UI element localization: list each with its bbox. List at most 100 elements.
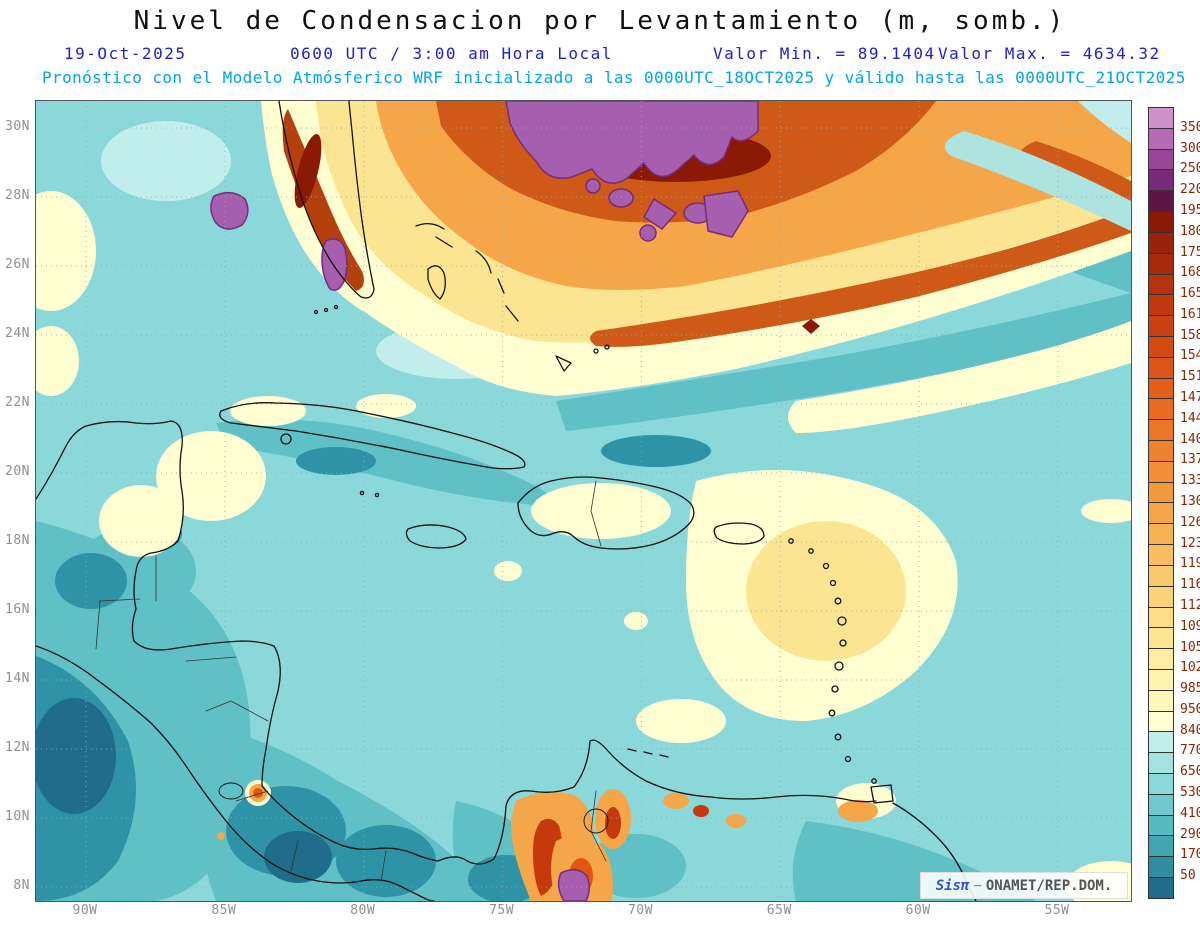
colorbar-tick-label: 1160 bbox=[1180, 577, 1200, 593]
colorbar-segment bbox=[1149, 252, 1173, 274]
colorbar-tick-label: 1615 bbox=[1180, 306, 1200, 322]
watermark-badge: Sisπ − ONAMET/REP.DOM. bbox=[920, 872, 1128, 899]
colorbar-segment bbox=[1149, 398, 1173, 420]
model-init-line: Pronóstico con el Modelo Atmósferico WRF… bbox=[42, 68, 1186, 87]
lat-tick-label: 12N bbox=[5, 740, 30, 755]
colorbar-tick-label: 1055 bbox=[1180, 639, 1200, 655]
colorbar-tick-label: 1750 bbox=[1180, 244, 1200, 260]
lat-tick-label: 10N bbox=[5, 809, 30, 824]
field-swirl-streaks bbox=[944, 101, 1131, 231]
colorbar-segment bbox=[1149, 440, 1173, 461]
watermark-brand: Sisπ bbox=[935, 877, 970, 894]
colorbar-segment bbox=[1149, 460, 1173, 482]
colorbar-tick-label: 50 bbox=[1180, 868, 1196, 884]
colorbar-tick-label: 1230 bbox=[1180, 535, 1200, 551]
colorbar-tick-label: 1405 bbox=[1180, 431, 1200, 447]
lat-tick-label: 20N bbox=[5, 464, 30, 479]
colorbar-tick-label: 1950 bbox=[1180, 202, 1200, 218]
colorbar-tick-label: 3500 bbox=[1180, 119, 1200, 135]
colorbar-tick-label: 1580 bbox=[1180, 327, 1200, 343]
lon-tick-label: 85W bbox=[211, 903, 237, 918]
colorbar-tick-label: 1300 bbox=[1180, 494, 1200, 509]
colorbar-segment bbox=[1149, 835, 1173, 857]
colorbar-tick-label: 1020 bbox=[1180, 660, 1200, 676]
colorbar-segment bbox=[1149, 564, 1173, 586]
colorbar-segment bbox=[1149, 606, 1173, 628]
lat-tick-label: 24N bbox=[5, 326, 30, 341]
colorbar-tick-label: 1195 bbox=[1180, 556, 1200, 572]
colorbar-labels: 3500 3000 2500 2200 1950 1800 1750 1685 1650 1615… bbox=[1180, 107, 1200, 899]
colorbar-tick-label: 290 bbox=[1180, 826, 1200, 842]
colorbar-segment bbox=[1149, 793, 1173, 815]
colorbar-tick-label: 650 bbox=[1180, 764, 1200, 780]
colorbar-tick-label: 1440 bbox=[1180, 410, 1200, 426]
colorbar-tick-label: 1650 bbox=[1180, 286, 1200, 302]
colorbar-segment bbox=[1149, 773, 1173, 794]
colorbar-tick-label: 1475 bbox=[1180, 390, 1200, 406]
colorbar-tick-label: 410 bbox=[1180, 805, 1200, 821]
lon-tick-label: 60W bbox=[905, 903, 931, 918]
colorbar-tick-label: 1800 bbox=[1180, 223, 1200, 239]
colorbar-tick-label: 1370 bbox=[1180, 452, 1200, 468]
colorbar-segment bbox=[1149, 856, 1173, 878]
colorbar-segment bbox=[1149, 710, 1173, 732]
page-title: Nivel de Condensacion por Levantamiento … bbox=[133, 6, 1067, 36]
colorbar-segment bbox=[1149, 752, 1173, 773]
lon-tick-label: 75W bbox=[489, 903, 515, 918]
forecast-time: 0600 UTC / 3:00 am Hora Local bbox=[290, 44, 613, 63]
colorbar-tick-label: 770 bbox=[1180, 743, 1200, 759]
colorbar-tick-label: 2200 bbox=[1180, 182, 1200, 198]
colorbar-segment bbox=[1149, 502, 1173, 524]
lat-tick-label: 16N bbox=[5, 602, 30, 617]
colorbar-segment bbox=[1149, 273, 1173, 295]
colorbar-segment bbox=[1149, 335, 1173, 357]
colorbar-tick-label: 1090 bbox=[1180, 618, 1200, 634]
colorbar-segment bbox=[1149, 544, 1173, 565]
colorbar-segment bbox=[1149, 627, 1173, 649]
lat-tick-label: 28N bbox=[5, 188, 30, 203]
map bbox=[35, 100, 1132, 902]
colorbar-tick-label: 1510 bbox=[1180, 369, 1200, 385]
colorbar-tick-label: 3000 bbox=[1180, 140, 1200, 156]
lon-tick-label: 65W bbox=[766, 903, 792, 918]
min-value-label: Valor Min. = 89.1404 bbox=[713, 44, 936, 63]
colorbar-segment bbox=[1149, 668, 1173, 690]
colorbar-segment bbox=[1149, 231, 1173, 253]
watermark-org: ONAMET/REP.DOM. bbox=[985, 877, 1113, 894]
colorbar-segment bbox=[1149, 211, 1173, 232]
colorbar-tick-label: 840 bbox=[1180, 722, 1200, 738]
lat-tick-label: 14N bbox=[5, 671, 30, 686]
coastlines bbox=[36, 101, 977, 901]
colorbar-segment bbox=[1149, 585, 1173, 607]
colorbar-segment bbox=[1149, 315, 1173, 336]
field-teal-dark bbox=[36, 435, 711, 901]
colorbar-segment bbox=[1149, 356, 1173, 378]
colorbar-tick-label: 985 bbox=[1180, 681, 1200, 697]
colorbar-segment bbox=[1149, 127, 1173, 149]
lat-tick-label: 18N bbox=[5, 533, 30, 548]
max-value-label: Valor Max. = 4634.32 bbox=[938, 44, 1161, 63]
colorbar-tick-label: 170 bbox=[1180, 847, 1200, 863]
colorbar-tick-label: 950 bbox=[1180, 701, 1200, 717]
colorbar-tick-label: 1265 bbox=[1180, 514, 1200, 530]
colorbar-tick-label: 1125 bbox=[1180, 597, 1200, 613]
colorbar-segment bbox=[1149, 190, 1173, 212]
lon-tick-label: 90W bbox=[72, 903, 98, 918]
colorbar-segment bbox=[1149, 689, 1173, 711]
colorbar-segment bbox=[1149, 814, 1173, 836]
colorbar-tick-label: 2500 bbox=[1180, 161, 1200, 177]
colorbar-segment bbox=[1149, 294, 1173, 316]
lcl-contour-map bbox=[36, 101, 1131, 901]
colorbar-segment bbox=[1149, 377, 1173, 399]
colorbar-tick-label: 1685 bbox=[1180, 265, 1200, 281]
forecast-date: 19-Oct-2025 bbox=[64, 44, 187, 63]
colorbar-segment bbox=[1149, 877, 1173, 898]
colorbar-segment bbox=[1149, 731, 1173, 753]
lon-tick-label: 55W bbox=[1044, 903, 1070, 918]
gridlines bbox=[36, 101, 1131, 901]
colorbar-segment bbox=[1149, 419, 1173, 440]
lat-tick-label: 30N bbox=[5, 119, 30, 134]
lon-tick-label: 70W bbox=[627, 903, 653, 918]
colorbar-tick-label: 1335 bbox=[1180, 473, 1200, 489]
colorbar-segment bbox=[1149, 169, 1173, 191]
